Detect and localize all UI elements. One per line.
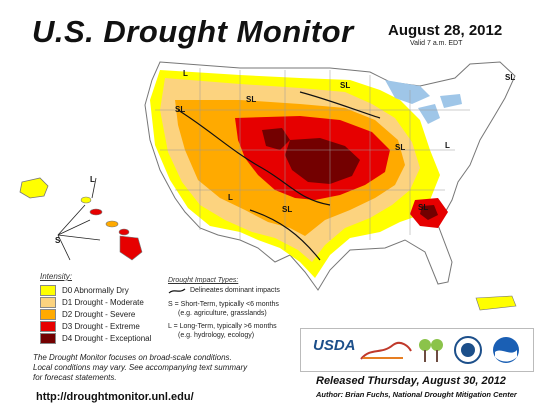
label-l-1: L bbox=[90, 175, 95, 184]
noaa-logo bbox=[493, 337, 519, 363]
impact-short-eg: (e.g. agriculture, grasslands) bbox=[178, 310, 267, 317]
map-date: August 28, 2012 bbox=[388, 22, 503, 39]
legend-label: D3 Drought - Extreme bbox=[62, 321, 140, 331]
label-s-1: S bbox=[55, 236, 61, 245]
great-lakes bbox=[385, 80, 462, 124]
label-sl-4: SL bbox=[246, 95, 256, 104]
legend-label: D4 Drought - Exceptional bbox=[62, 333, 152, 343]
note-line: Local conditions may vary. See accompany… bbox=[33, 363, 248, 372]
valid-time: Valid 7 a.m. EDT bbox=[410, 40, 463, 47]
legend-item: D2 Drought - Severe bbox=[40, 308, 151, 320]
map-title: U.S. Drought Monitor bbox=[32, 14, 354, 49]
website-link[interactable]: http://droughtmonitor.unl.edu/ bbox=[36, 391, 194, 403]
legend-item: D1 Drought - Moderate bbox=[40, 296, 151, 308]
legend-swatch-d0 bbox=[40, 284, 56, 296]
legend-label: D1 Drought - Moderate bbox=[62, 297, 144, 307]
ndmc-logo bbox=[360, 341, 412, 360]
legend-item: D0 Abnormally Dry bbox=[40, 284, 151, 296]
note-line: The Drought Monitor focuses on broad-sca… bbox=[33, 353, 232, 362]
impact-line-label: Delineates dominant impacts bbox=[190, 287, 280, 294]
impact-short: S = Short-Term, typically <6 months bbox=[168, 301, 279, 308]
label-l-3: L bbox=[228, 193, 233, 202]
impact-long-eg: (e.g. hydrology, ecology) bbox=[178, 332, 255, 339]
legend-swatch-d4 bbox=[40, 332, 56, 344]
label-sl-5: SL bbox=[395, 143, 405, 152]
tree-logo bbox=[419, 339, 443, 362]
legend-item: D4 Drought - Exceptional bbox=[40, 332, 151, 344]
author-credit: Author: Brian Fuchs, National Drought Mi… bbox=[316, 390, 517, 399]
label-sl-2: SL bbox=[340, 81, 350, 90]
label-sl-6: SL bbox=[418, 203, 428, 212]
note-line: for forecast statements. bbox=[33, 373, 117, 382]
usda-logo: USDA bbox=[313, 337, 356, 354]
legend-label: D2 Drought - Severe bbox=[62, 309, 136, 319]
partner-logos: USDA bbox=[300, 328, 534, 372]
impact-title: Drought Impact Types: bbox=[168, 277, 239, 284]
label-sl-3: SL bbox=[505, 73, 515, 82]
legend-swatch-d1 bbox=[40, 296, 56, 308]
label-l-4: L bbox=[445, 141, 450, 150]
impact-line-icon bbox=[168, 288, 186, 294]
label-sl-1: SL bbox=[175, 105, 185, 114]
legend: D0 Abnormally Dry D1 Drought - Moderate … bbox=[40, 284, 151, 344]
impact-long: L = Long-Term, typically >6 months bbox=[168, 323, 277, 330]
se-drought-core bbox=[420, 205, 438, 220]
legend-item: D3 Drought - Extreme bbox=[40, 320, 151, 332]
legend-label: D0 Abnormally Dry bbox=[62, 285, 129, 295]
d4-region bbox=[285, 138, 360, 184]
alaska bbox=[19, 177, 49, 199]
legend-swatch-d3 bbox=[40, 320, 56, 332]
commerce-seal-icon bbox=[454, 336, 482, 364]
label-sl-7: SL bbox=[282, 205, 292, 214]
label-l-2: L bbox=[183, 69, 188, 78]
release-date: Released Thursday, August 30, 2012 bbox=[316, 375, 506, 387]
puerto-rico bbox=[475, 295, 517, 311]
disclaimer-note: The Drought Monitor focuses on broad-sca… bbox=[33, 353, 303, 383]
d4-region-west bbox=[262, 128, 290, 150]
legend-swatch-d2 bbox=[40, 308, 56, 320]
legend-title: Intensity: bbox=[40, 272, 73, 281]
